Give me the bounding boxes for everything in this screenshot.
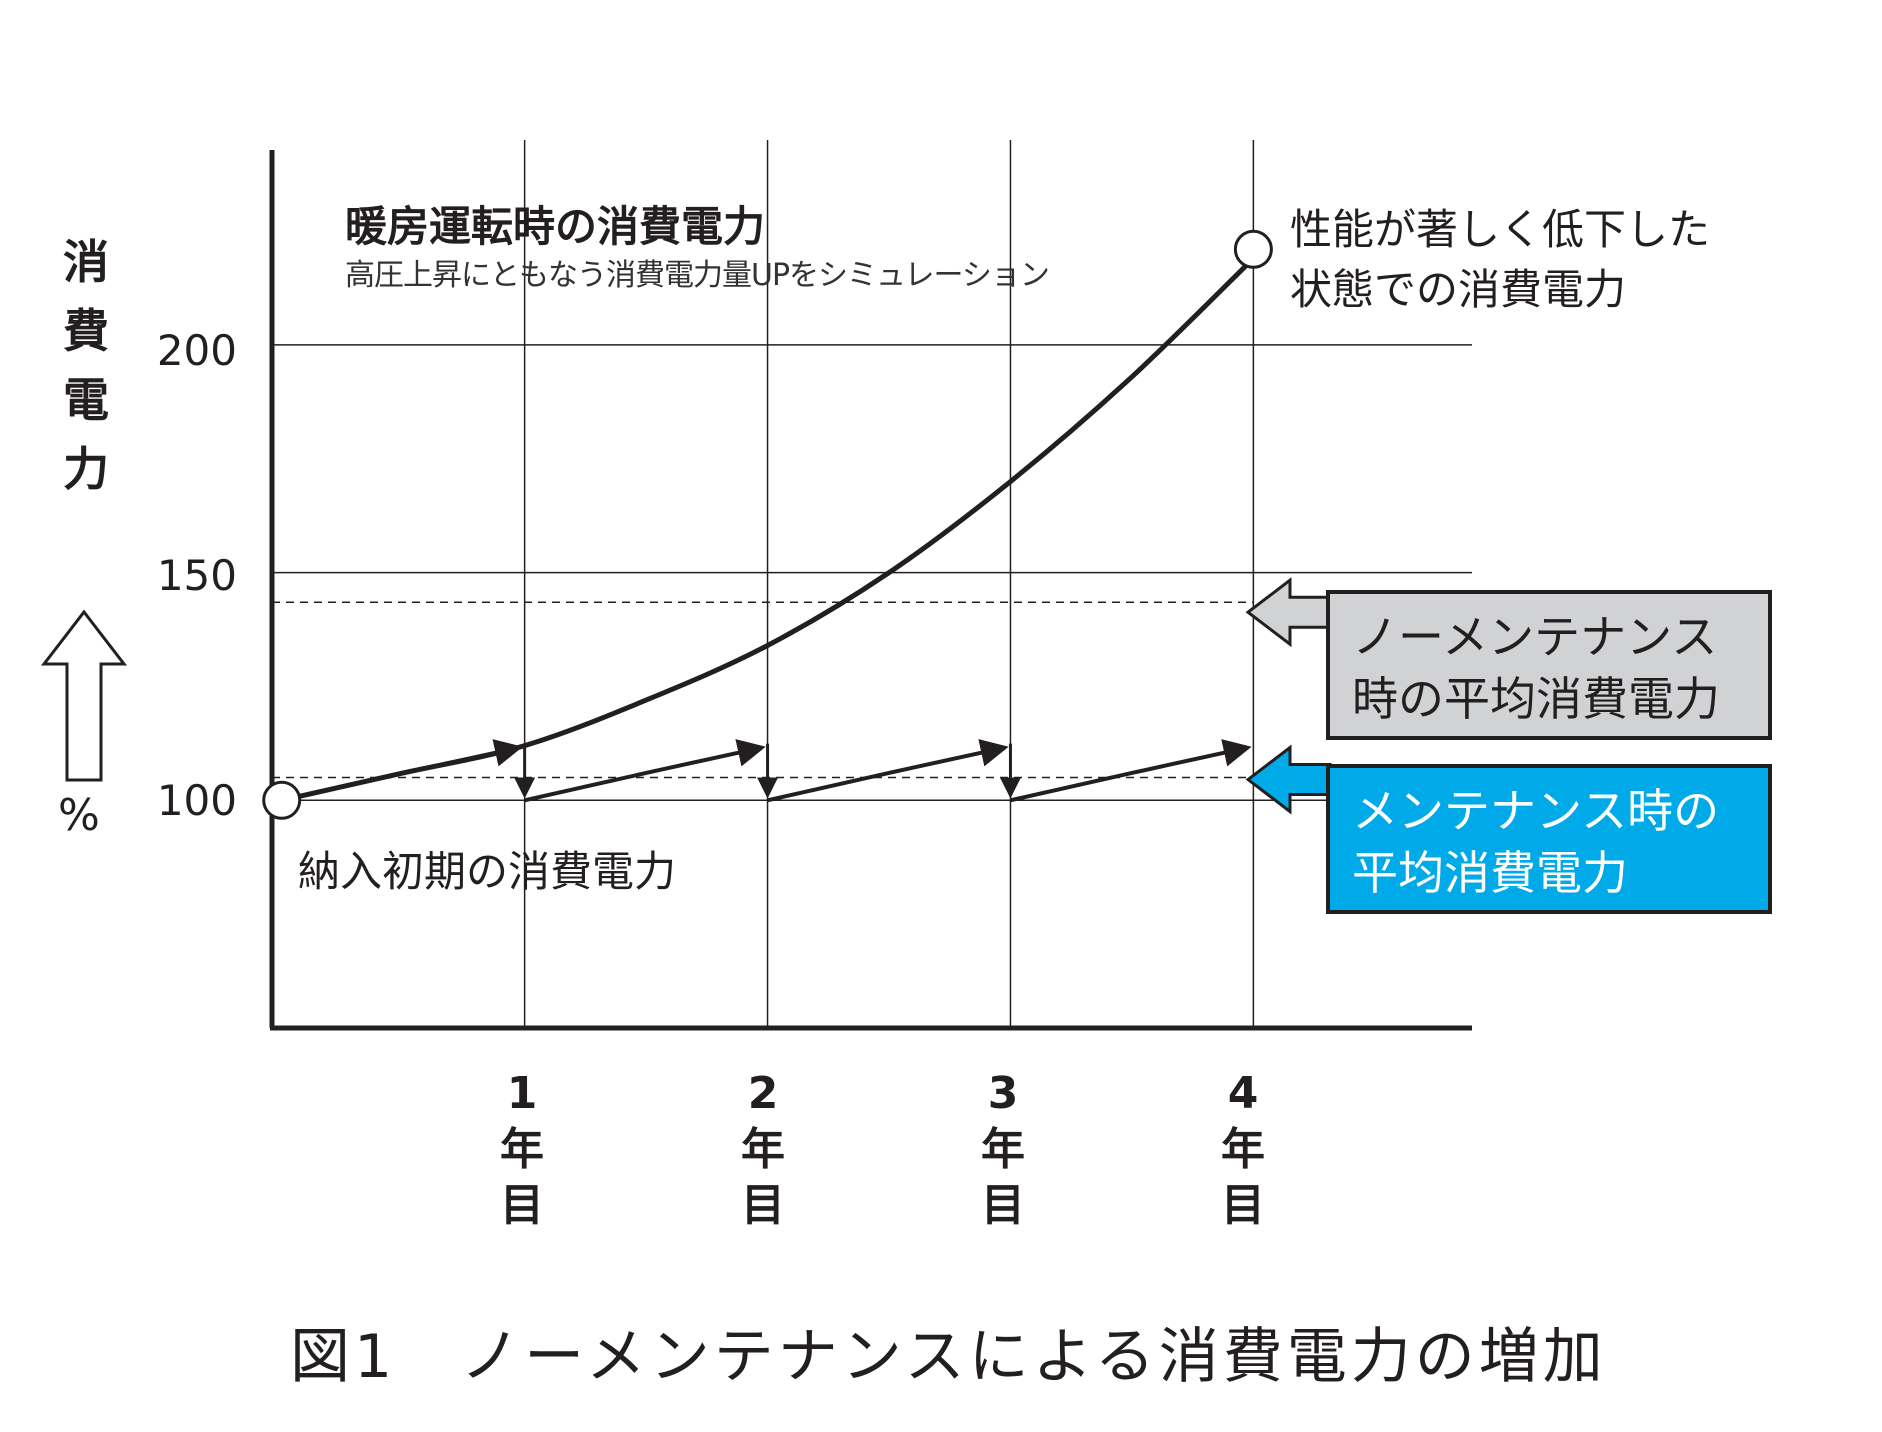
no-maintenance-average-box: ノーメンテナンス 時の平均消費電力 [1326, 590, 1772, 740]
maintenance-pointer-arrow [1245, 744, 1332, 815]
x-tick-suffix: 目 [741, 1180, 785, 1231]
y-axis-unit: % [58, 790, 100, 841]
x-tick-number: 4 [1227, 1068, 1259, 1119]
maintenance-average-box: メンテナンス時の 平均消費電力 [1326, 764, 1772, 914]
x-tick-suffix: 目 [1221, 1180, 1265, 1231]
maintenance-label-line: 平均消費電力 [1352, 846, 1628, 900]
x-tick-unit: 年 [741, 1124, 785, 1175]
initial-power-label: 納入初期の消費電力 [298, 847, 677, 896]
x-tick-number: 1 [506, 1068, 538, 1119]
point-marker [1233, 229, 1273, 269]
x-tick-label: 1 年 目 [482, 1066, 562, 1234]
y-axis-label-char: 電 [63, 373, 109, 427]
maintenance-segment [281, 739, 523, 803]
reference-lines [272, 601, 1254, 779]
x-tick-number: 3 [987, 1068, 1019, 1119]
x-tick-unit: 年 [500, 1124, 544, 1175]
no-maintenance-pointer-arrow [1245, 577, 1332, 648]
axes [269, 150, 1472, 1031]
maintenance-label-line: メンテナンス時の [1352, 784, 1720, 838]
y-axis-label-char: 消 [63, 235, 109, 289]
x-tick-number: 2 [747, 1068, 779, 1119]
maintenance-segment [1010, 739, 1252, 803]
y-axis-label-char: 費 [63, 304, 109, 358]
x-tick-label: 2 年 目 [723, 1066, 803, 1234]
degraded-power-label-line: 状態での消費電力 [1290, 265, 1627, 314]
x-tick-suffix: 目 [500, 1180, 544, 1231]
x-tick-label: 4 年 目 [1203, 1066, 1283, 1234]
x-tick-label: 3 年 目 [963, 1066, 1043, 1234]
maintenance-segment [524, 739, 766, 803]
x-tick-unit: 年 [1221, 1124, 1265, 1175]
figure-caption: 図1 ノーメンテナンスによる消費電力の増加 [290, 1322, 1607, 1392]
up-arrow-icon [40, 609, 128, 782]
x-tick-unit: 年 [981, 1124, 1025, 1175]
maintenance-segment [767, 739, 1009, 803]
grid-lines [272, 140, 1472, 1028]
y-axis-label-char: 力 [63, 442, 109, 496]
x-tick-suffix: 目 [981, 1180, 1025, 1231]
chart-subtitle: 高圧上昇にともなう消費電力量UPをシミュレーション [345, 258, 1050, 293]
no-maintenance-label-line: 時の平均消費電力 [1352, 672, 1720, 726]
y-tick-label: 150 [156, 551, 237, 600]
no-maintenance-label-line: ノーメンテナンス [1352, 610, 1718, 664]
chart-title: 暖房運転時の消費電力 [345, 202, 766, 251]
degraded-power-label-line: 性能が著しく低下した [1290, 205, 1711, 254]
y-tick-label: 100 [156, 776, 237, 825]
y-tick-label: 200 [156, 326, 237, 375]
series-group [262, 229, 1273, 820]
degraded-power-label: 性能が著しく低下した 状態での消費電力 [1290, 200, 1710, 320]
point-marker [262, 780, 302, 820]
y-axis-label: 消 費 電 力 [56, 228, 116, 504]
